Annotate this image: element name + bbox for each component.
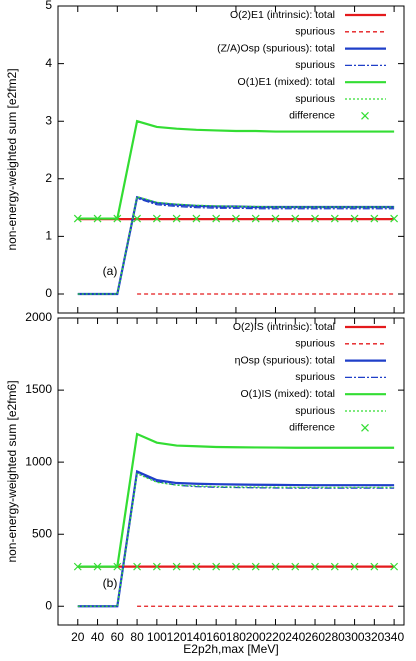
legend-label: difference xyxy=(289,110,335,122)
x-tick-label: 180 xyxy=(226,630,246,644)
data-point xyxy=(192,214,201,223)
data-point xyxy=(73,214,82,223)
data-point xyxy=(350,214,359,223)
y-tick-label: 1500 xyxy=(25,382,52,396)
data-point xyxy=(291,214,300,223)
legend-label: O(2)E1 (intrinsic): total xyxy=(230,9,335,21)
plot-frame xyxy=(57,5,405,314)
legend-label: spurious xyxy=(295,26,335,38)
data-line xyxy=(77,195,395,295)
data-point xyxy=(232,214,240,223)
data-point xyxy=(251,562,260,571)
data-point xyxy=(390,214,399,223)
y-tick-label: 4 xyxy=(45,56,52,70)
y-tick-label: 5 xyxy=(45,0,52,12)
y-tick-label: 500 xyxy=(32,526,52,540)
legend-label: spurious xyxy=(295,338,335,350)
data-point xyxy=(152,214,161,223)
x-tick-label: 100 xyxy=(147,630,167,644)
x-tick-label: 240 xyxy=(285,630,305,644)
panel-label: (b) xyxy=(103,576,118,590)
x-tick-label: 340 xyxy=(384,630,404,644)
data-point xyxy=(271,562,280,571)
data-point xyxy=(271,214,280,223)
x-tick-label: 80 xyxy=(130,630,144,644)
data-point xyxy=(133,214,142,223)
data-point xyxy=(133,562,142,571)
data-point xyxy=(172,562,181,571)
x-tick-label: 60 xyxy=(111,630,125,644)
data-line xyxy=(77,472,395,607)
data-line xyxy=(77,469,395,608)
data-line xyxy=(77,195,395,296)
data-point xyxy=(291,562,300,571)
data-line xyxy=(77,119,395,220)
data-point xyxy=(93,562,102,571)
data-point xyxy=(350,562,359,571)
x-tick-label: 300 xyxy=(345,630,365,644)
x-tick-label: 160 xyxy=(206,630,226,644)
plot-frame xyxy=(57,317,405,626)
x-tick-label: 20 xyxy=(71,630,85,644)
y-tick-label: 2000 xyxy=(25,310,52,324)
legend-label: O(1)IS (mixed): total xyxy=(240,388,335,400)
legend-label: spurious xyxy=(295,371,335,383)
data-point xyxy=(232,562,240,571)
x-tick-label: 40 xyxy=(91,630,105,644)
data-point xyxy=(212,562,221,571)
legend-label: spurious xyxy=(295,93,335,105)
y-axis-label: non-energy-weighted sum [e2fm6] xyxy=(5,380,19,562)
data-point xyxy=(330,562,339,571)
data-line xyxy=(77,197,395,295)
data-line xyxy=(77,432,395,568)
legend-label: spurious xyxy=(295,59,335,71)
y-tick-label: 0 xyxy=(45,598,52,612)
x-axis-label: E2p2h,max [MeV] xyxy=(183,642,278,656)
data-line xyxy=(77,472,395,607)
data-point xyxy=(311,562,319,571)
y-tick-label: 1 xyxy=(45,229,52,243)
legend-marker xyxy=(361,111,369,120)
data-point xyxy=(113,562,122,571)
legend-label: O(1)E1 (mixed): total xyxy=(238,76,335,88)
data-point xyxy=(370,562,379,571)
data-point xyxy=(113,214,122,223)
data-point xyxy=(212,214,221,223)
panel-label: (a) xyxy=(103,264,118,278)
data-point xyxy=(311,214,319,223)
x-tick-label: 120 xyxy=(167,630,187,644)
data-point xyxy=(93,214,102,223)
x-tick-label: 140 xyxy=(186,630,206,644)
y-tick-label: 2 xyxy=(45,171,52,185)
data-point xyxy=(73,562,82,571)
data-point xyxy=(172,214,181,223)
x-tick-label: 200 xyxy=(246,630,266,644)
legend-label: ηOsp (spurious): total xyxy=(235,354,335,366)
data-point xyxy=(330,214,339,223)
legend-label: (Z/A)Osp (spurious): total xyxy=(217,42,335,54)
data-point xyxy=(152,562,161,571)
x-tick-label: 280 xyxy=(325,630,345,644)
data-point xyxy=(192,562,201,571)
x-tick-label: 320 xyxy=(364,630,384,644)
y-tick-label: 3 xyxy=(45,113,52,127)
y-tick-label: 1000 xyxy=(25,454,52,468)
data-point xyxy=(251,214,260,223)
legend-marker xyxy=(361,423,369,432)
legend-label: spurious xyxy=(295,405,335,417)
legend-label: difference xyxy=(289,422,335,434)
y-axis-label: non-energy-weighted sum [e2fm2] xyxy=(5,68,19,250)
data-point xyxy=(370,214,379,223)
y-tick-label: 0 xyxy=(45,286,52,300)
x-tick-label: 260 xyxy=(305,630,325,644)
x-tick-label: 220 xyxy=(265,630,285,644)
data-point xyxy=(390,562,399,571)
legend-label: O(2)IS (intrinsic): total xyxy=(233,321,335,333)
